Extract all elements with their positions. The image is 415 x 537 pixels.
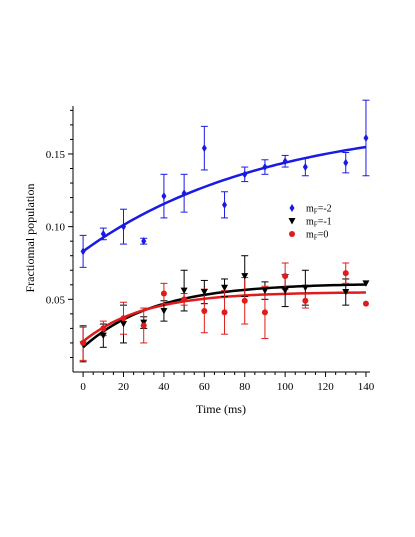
data-point (221, 284, 229, 292)
x-tick-label: 0 (80, 381, 86, 393)
data-point (222, 200, 228, 209)
y-tick-label: 0.05 (46, 294, 66, 306)
data-point (80, 247, 86, 256)
data-point (261, 309, 268, 316)
data-point (362, 280, 370, 287)
x-axis: 0 20 40 60 80 100 120 140 (80, 372, 375, 393)
data-point (161, 192, 167, 201)
data-point (363, 133, 369, 142)
x-tick-label: 20 (118, 381, 130, 393)
data-point (160, 307, 168, 315)
data-point (302, 163, 308, 172)
data-point (201, 144, 207, 153)
plot-frame (72, 106, 370, 373)
data-point (221, 309, 228, 316)
data-point (282, 157, 288, 166)
data-point (200, 289, 208, 296)
y-axis-label: Fractionnal population (23, 184, 37, 293)
x-tick-label: 60 (199, 381, 211, 393)
data-point (140, 322, 147, 329)
data-point (262, 163, 268, 172)
data-point (100, 229, 106, 238)
data-point (121, 222, 127, 231)
y-tick-label: 0.15 (46, 149, 66, 161)
data-point (242, 170, 248, 179)
data-point (241, 297, 248, 304)
legend-box (278, 200, 342, 245)
x-tick-label: 120 (317, 381, 334, 393)
data-point (180, 287, 188, 295)
x-tick-label: 80 (239, 381, 251, 393)
data-point (181, 189, 187, 198)
data-point (99, 332, 107, 340)
data-point (100, 325, 107, 332)
data-point (343, 158, 349, 167)
data-point (160, 290, 167, 297)
data-point (282, 273, 289, 280)
y-axis: 0.05 0.10 0.15 (46, 109, 73, 358)
legend-label: mF=0 (306, 230, 328, 242)
legend: mF=-2mF=-1mF=0 (278, 200, 342, 245)
data-point (80, 339, 87, 346)
x-tick-label: 100 (277, 381, 294, 393)
data-point (141, 237, 147, 246)
legend-marker (289, 204, 295, 212)
legend-marker (289, 231, 295, 237)
legend-label: mF=-2 (306, 204, 332, 216)
data-point (302, 297, 309, 304)
x-axis-label: Time (ms) (196, 402, 246, 416)
data-point (120, 321, 128, 328)
legend-marker (288, 218, 296, 225)
data-point (342, 270, 349, 277)
fit-curve (82, 145, 367, 253)
data-point (201, 307, 208, 314)
data-markers (79, 133, 370, 348)
data-point (261, 287, 269, 295)
data-point (120, 315, 127, 322)
x-tick-label: 140 (358, 381, 375, 393)
data-point (241, 273, 249, 280)
legend-label: mF=-1 (306, 217, 332, 229)
data-point (301, 284, 309, 292)
y-tick-label: 0.10 (46, 222, 66, 234)
data-point (342, 289, 350, 296)
data-point (181, 296, 188, 303)
x-tick-label: 40 (158, 381, 170, 393)
data-point (362, 300, 369, 307)
data-point (281, 287, 289, 295)
